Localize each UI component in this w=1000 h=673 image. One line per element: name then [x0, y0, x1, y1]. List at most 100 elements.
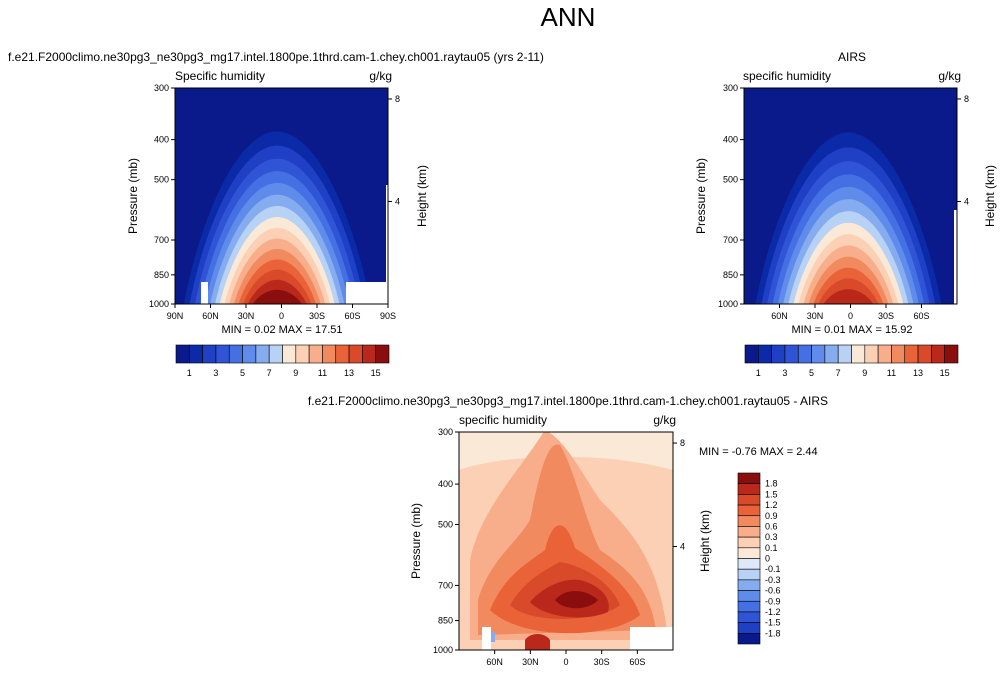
colorbar-swatch	[864, 344, 879, 364]
panel-model-ylabel: Pressure (mb)	[126, 158, 140, 234]
panel-diff-stats: MIN = -0.76 MAX = 2.44	[699, 446, 818, 458]
figure-title: ANN	[541, 2, 596, 32]
contour-band	[252, 289, 302, 304]
lat-tick-label: 90S	[380, 311, 396, 321]
colorbar-label: 7	[267, 368, 272, 378]
colorbar-swatch	[322, 344, 337, 364]
masked-region	[201, 282, 208, 304]
height-tick-label: 8	[680, 438, 685, 448]
colorbar-label: 0.3	[765, 532, 778, 542]
colorbar-swatch	[295, 344, 310, 364]
colorbar-swatch	[771, 344, 786, 364]
colorbar-label: 15	[940, 368, 950, 378]
pressure-tick-label: 500	[723, 175, 738, 185]
panel-obs-title: AIRS	[838, 50, 866, 64]
colorbar-label: 0	[765, 554, 770, 564]
colorbar-swatch	[944, 344, 959, 364]
colorbar-swatch	[202, 344, 217, 364]
panel-obs: AIRS specific humidity g/kg 300 400 500 700…	[694, 50, 997, 378]
lat-tick-label: 0	[279, 311, 284, 321]
colorbar-swatch	[375, 344, 390, 364]
pressure-tick-label: 700	[154, 235, 169, 245]
pressure-tick-label: 300	[154, 83, 169, 93]
colorbar-swatch	[268, 344, 283, 364]
pressure-tick-label: 500	[154, 175, 169, 185]
pressure-tick-label: 850	[154, 270, 169, 280]
colorbar-swatch	[904, 344, 919, 364]
masked-region	[346, 282, 388, 304]
height-tick-label: 4	[395, 196, 400, 206]
colorbar-swatch	[917, 344, 932, 364]
panel-diff-pressure-ticks: 300 400 500 700 850 1000	[433, 427, 459, 655]
colorbar-label: -1.5	[765, 618, 781, 628]
panel-model-pressure-ticks: 300 400 500 700 850 1000	[149, 83, 175, 309]
colorbar-swatch	[744, 344, 759, 364]
colorbar-swatch	[737, 568, 761, 581]
colorbar-label: -1.2	[765, 607, 781, 617]
lat-tick-label: 60S	[344, 311, 360, 321]
colorbar-swatch	[737, 515, 761, 527]
colorbar-label: 1	[187, 368, 192, 378]
colorbar-label: 9	[293, 368, 298, 378]
pressure-tick-label: 300	[438, 427, 453, 437]
masked-region	[630, 627, 673, 650]
pressure-tick-label: 500	[438, 519, 453, 529]
lat-tick-label: 60N	[202, 311, 219, 321]
panel-obs-pressure-ticks: 300 400 500 700 850 1000	[718, 83, 744, 309]
colorbar-swatch	[811, 344, 826, 364]
pressure-tick-label: 850	[723, 270, 738, 280]
panel-obs-height-ticks: 84	[957, 94, 969, 206]
colorbar-swatch	[824, 344, 839, 364]
masked-region	[954, 210, 957, 304]
panel-diff-ylabel: Pressure (mb)	[409, 503, 423, 579]
lat-tick-label: 30S	[309, 311, 325, 321]
colorbar-label: 5	[240, 368, 245, 378]
colorbar-swatch	[737, 600, 761, 613]
contour-band	[823, 289, 874, 304]
colorbar-swatch	[891, 344, 906, 364]
colorbar-label: 1.2	[765, 500, 778, 510]
colorbar-swatch	[737, 590, 761, 602]
colorbar-label: 1.5	[765, 489, 778, 499]
panel-model-title: f.e21.F2000climo.ne30pg3_ne30pg3_mg17.in…	[8, 50, 544, 64]
panel-obs-stats: MIN = 0.01 MAX = 15.92	[791, 324, 912, 336]
pressure-tick-label: 1000	[149, 299, 169, 309]
panel-model-colorbar: 1 3 5 7 9 11 13 15	[175, 344, 390, 378]
colorbar-swatch	[362, 344, 376, 364]
colorbar-label: 15	[371, 368, 381, 378]
panel-model-right-label: g/kg	[369, 69, 392, 83]
colorbar-swatch	[784, 344, 799, 364]
height-tick-label: 4	[964, 196, 969, 206]
colorbar-swatch	[737, 536, 761, 549]
colorbar-label: 9	[862, 368, 867, 378]
panel-obs-contours	[744, 88, 957, 304]
masked-region	[386, 185, 388, 304]
colorbar-swatch	[308, 344, 323, 364]
colorbar-swatch	[851, 344, 866, 364]
colorbar-label: 11	[887, 368, 896, 378]
colorbar-label: 0.6	[765, 521, 778, 531]
pressure-tick-label: 1000	[718, 299, 738, 309]
panel-diff-lat-ticks: 60N 30N 0 30S 60S	[486, 650, 645, 667]
colorbar-label: 13	[344, 368, 354, 378]
pressure-tick-label: 400	[438, 479, 453, 489]
lat-tick-label: 30N	[238, 311, 255, 321]
colorbar-label: 5	[809, 368, 814, 378]
colorbar-swatch	[737, 633, 761, 645]
colorbar-swatch	[189, 344, 203, 364]
colorbar-swatch	[335, 344, 350, 364]
colorbar-label: 3	[782, 368, 787, 378]
panel-model-stats: MIN = 0.02 MAX = 17.51	[221, 324, 342, 336]
colorbar-label: -0.3	[765, 575, 781, 585]
colorbar-swatch	[242, 344, 257, 364]
colorbar-swatch	[931, 344, 945, 364]
lat-tick-label: 90N	[167, 311, 184, 321]
contour-band	[555, 591, 598, 609]
lat-tick-label: 0	[848, 311, 853, 321]
lat-tick-label: 30N	[522, 657, 539, 667]
colorbar-swatch	[737, 558, 761, 570]
colorbar-swatch	[175, 344, 190, 364]
pressure-tick-label: 700	[438, 580, 453, 590]
panel-model-lat-ticks: 90N 60N 30N 0 30S 60S 90S	[167, 304, 396, 321]
contour-band	[491, 632, 495, 642]
